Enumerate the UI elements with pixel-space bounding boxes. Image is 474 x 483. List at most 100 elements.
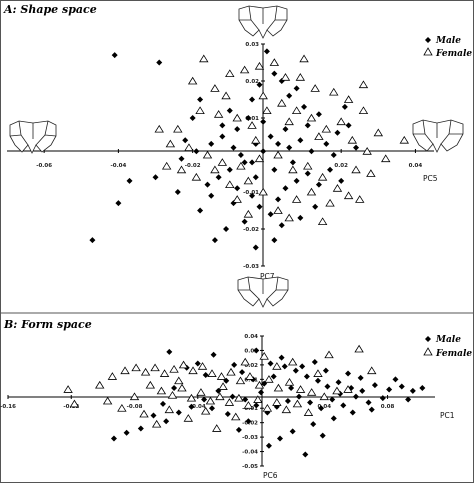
male-point: [304, 122, 311, 129]
male-point: [371, 382, 378, 389]
female-point: [129, 392, 140, 401]
female-point: [120, 366, 130, 375]
female-point: [195, 106, 205, 114]
female-point: [226, 367, 236, 376]
male-point: [330, 415, 337, 422]
male-point: [271, 70, 278, 77]
male-point: [278, 222, 285, 229]
male-point: [340, 402, 347, 409]
male-point: [111, 52, 118, 59]
female-point: [176, 165, 187, 174]
legend-male-marker: [425, 336, 431, 342]
male-point: [322, 367, 329, 374]
female-point: [239, 65, 250, 74]
male-point: [260, 148, 267, 155]
legend-female-label: Female: [435, 349, 472, 359]
male-point: [295, 393, 302, 400]
y-tick-label: 0.04: [244, 334, 258, 340]
female-point: [262, 403, 273, 412]
male-point: [341, 103, 348, 110]
legend-female-marker: [423, 347, 433, 356]
female-point: [287, 357, 298, 366]
y-tick-label: 0.02: [244, 363, 258, 369]
male-point: [267, 133, 274, 140]
female-point: [303, 408, 314, 416]
female-point: [69, 399, 80, 408]
female-point: [253, 395, 263, 403]
male-point: [226, 166, 233, 173]
male-point: [256, 203, 263, 210]
female-point: [284, 377, 295, 386]
y-tick-label: -0.02: [242, 421, 258, 427]
female-point: [140, 367, 151, 376]
female-point: [159, 369, 170, 377]
female-point: [264, 375, 274, 383]
female-point: [295, 385, 306, 393]
female-point: [243, 401, 254, 409]
x-tick-label: -0.06: [36, 163, 52, 169]
male-point: [215, 174, 222, 181]
y-tick-label: 0.03: [244, 348, 258, 354]
male-point: [345, 122, 352, 129]
male-point: [163, 418, 170, 425]
male-point: [270, 373, 277, 380]
male-point: [324, 383, 331, 390]
female-point: [299, 54, 309, 63]
panel-a-points: [89, 48, 410, 251]
male-point: [338, 177, 345, 184]
female-point: [217, 158, 228, 166]
male-point: [235, 426, 242, 433]
female-point: [366, 169, 376, 177]
male-point: [293, 177, 300, 184]
female-point: [358, 80, 369, 89]
male-point: [239, 369, 246, 376]
female-point: [258, 91, 268, 100]
x-tick-label: 0.04: [409, 163, 423, 169]
male-point: [288, 385, 295, 391]
male-point: [226, 107, 233, 114]
female-point: [165, 139, 176, 148]
female-point: [247, 121, 257, 129]
female-point: [262, 106, 272, 114]
female-point: [313, 369, 323, 377]
male-point: [275, 196, 282, 203]
male-point: [126, 177, 133, 184]
female-point: [173, 124, 183, 133]
female-point: [183, 414, 194, 422]
male-point: [252, 174, 259, 181]
female-point: [102, 396, 113, 405]
female-point: [306, 388, 317, 396]
male-point: [318, 405, 325, 412]
male-point: [307, 399, 314, 406]
male-point: [175, 409, 182, 416]
male-point: [253, 347, 260, 354]
y-tick-label: -0.01: [242, 406, 258, 412]
male-point: [171, 385, 178, 391]
male-point: [330, 152, 337, 158]
male-point: [219, 133, 226, 140]
female-point: [325, 198, 335, 207]
female-point: [273, 150, 283, 159]
female-point: [373, 128, 384, 137]
female-point: [224, 398, 235, 406]
male-point: [353, 144, 360, 151]
male-point: [327, 166, 334, 173]
male-point: [297, 137, 304, 144]
female-point: [236, 161, 246, 170]
male-point: [286, 144, 293, 151]
male-point: [277, 435, 284, 442]
male-point: [242, 396, 249, 403]
male-point: [286, 92, 293, 99]
female-point: [399, 135, 410, 144]
male-point: [253, 402, 260, 409]
male-point: [189, 115, 196, 121]
female-point: [303, 161, 313, 170]
male-point: [315, 181, 322, 188]
male-point: [174, 189, 181, 195]
female-point: [215, 392, 225, 401]
female-point: [273, 383, 284, 392]
x-tick-label: -0.16: [0, 404, 16, 410]
male-point: [323, 140, 330, 147]
female-point: [202, 150, 213, 159]
